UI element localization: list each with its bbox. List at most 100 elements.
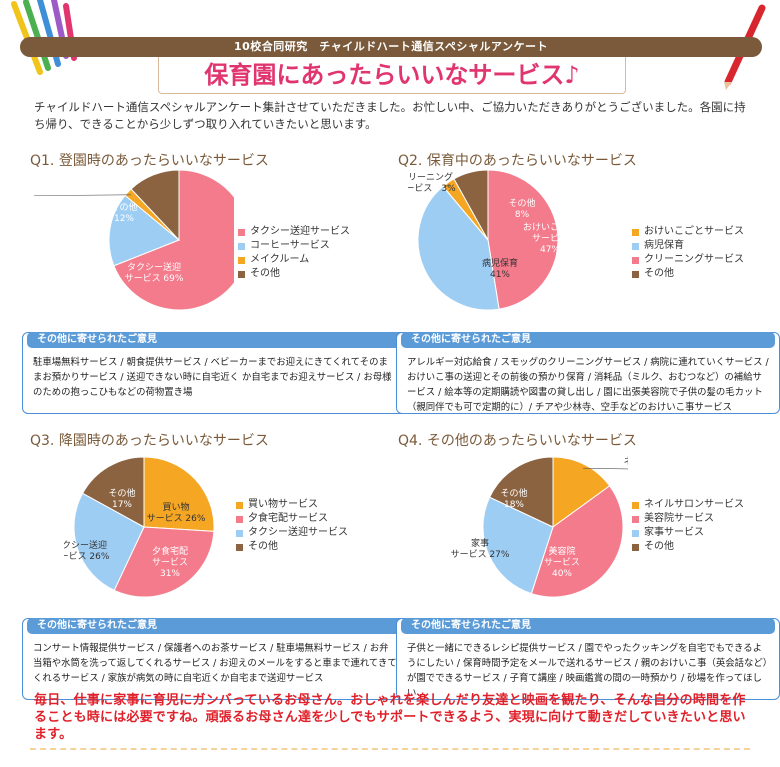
legend-item: タクシー送迎サービス bbox=[236, 526, 348, 540]
question-1-title: Q1. 登園時のあったらいいなサービス bbox=[30, 153, 269, 169]
legend-swatch bbox=[236, 529, 243, 537]
leader-line bbox=[34, 194, 131, 197]
pie-slice bbox=[552, 456, 611, 528]
pie-slice bbox=[130, 170, 180, 242]
pie-slice-label: 夕食宅配サービス 31% bbox=[152, 545, 188, 579]
page-title: 保育園にあったらいいなサービス♪ bbox=[158, 57, 626, 94]
question-2-title: Q2. 保育中のあったらいいなサービス bbox=[398, 153, 637, 169]
legend-item: その他 bbox=[632, 540, 744, 554]
legend-item: コーヒーサービス bbox=[238, 239, 350, 253]
pie-slice bbox=[482, 496, 554, 595]
legend-item: ネイルサロンサービス bbox=[632, 498, 744, 512]
legend-swatch bbox=[238, 256, 245, 264]
legend-swatch bbox=[236, 515, 243, 523]
legend-item: その他 bbox=[238, 267, 350, 281]
pie-slice-label: 病児保育 41% bbox=[482, 257, 518, 280]
legend-swatch bbox=[632, 242, 639, 250]
legend-label: その他 bbox=[644, 541, 674, 552]
pie-slice-label: クリーニングサービス 3% bbox=[408, 171, 456, 194]
chart-1-pie: タクシー送迎サービス 69%コーヒーサービス 17%メイクルーム 2%その他12… bbox=[34, 170, 234, 311]
pie-slice-label: その他 18% bbox=[500, 487, 527, 510]
legend-item: 病児保育 bbox=[632, 239, 744, 253]
pie-slice-label: おけいこごとサービス 47% bbox=[523, 221, 577, 255]
legend-swatch bbox=[632, 501, 639, 509]
q4-comments-text: 子供と一緒にできるレシピ提供サービス / 園でやったクッキングを自宅でもできるよ… bbox=[407, 643, 768, 699]
pie-slice-label: ネイルサロンサービス 15% bbox=[624, 456, 628, 467]
legend-label: タクシー送迎サービス bbox=[250, 226, 350, 237]
pie-slice bbox=[453, 170, 489, 242]
question-3-section: Q3. 降園時のあったらいいなサービス bbox=[30, 430, 370, 675]
legend-swatch bbox=[632, 529, 639, 537]
legend-swatch bbox=[632, 543, 639, 551]
chart-4-legend: ネイルサロンサービス 美容院サービス 家事サービス その他 bbox=[632, 498, 744, 554]
legend-swatch bbox=[632, 256, 639, 264]
legend-item: 美容院サービス bbox=[632, 512, 744, 526]
legend-label: ネイルサロンサービス bbox=[644, 499, 744, 510]
legend-swatch bbox=[236, 543, 243, 551]
legend-label: その他 bbox=[250, 268, 280, 279]
pie-slice bbox=[488, 456, 554, 528]
legend-swatch bbox=[238, 270, 245, 278]
pie-slice bbox=[530, 485, 624, 598]
q3-comments-box: その他に寄せられたご意見 コンサート情報提供サービス / 保護者へのお茶サービス… bbox=[22, 618, 406, 700]
legend-label: おけいこごとサービス bbox=[644, 226, 744, 237]
footer-divider bbox=[30, 748, 750, 750]
legend-item: 夕食宅配サービス bbox=[236, 512, 348, 526]
q2-comments-header: その他に寄せられたご意見 bbox=[401, 332, 775, 348]
q2-comments-text: アレルギー対応給食 / スモッグのクリーニングサービス / 病院に連れていくサー… bbox=[407, 357, 769, 413]
title-highlight: 保育園 bbox=[204, 61, 277, 89]
title-rest: にあったらいいなサービス♪ bbox=[276, 61, 580, 89]
header-banner: 10校合同研究 チャイルドハート通信スペシャルアンケート bbox=[20, 37, 762, 57]
legend-swatch bbox=[632, 270, 639, 278]
q3-comments-header: その他に寄せられたご意見 bbox=[27, 618, 401, 634]
question-4-title: Q4. その他のあったらいいなサービス bbox=[398, 433, 637, 449]
legend-label: その他 bbox=[248, 541, 278, 552]
question-2-section: Q2. 保育中のあったらいいなサービス bbox=[398, 150, 738, 395]
pie-slice-label: コーヒーサービス 17% bbox=[34, 234, 44, 256]
pie-slice bbox=[108, 194, 180, 267]
q1-comments-text: 駐車場無料サービス / 朝食提供サービス / ベビーカーまでお迎えにきてくれてそ… bbox=[33, 357, 392, 398]
legend-swatch bbox=[236, 501, 243, 509]
legend-label: 美容院サービス bbox=[644, 513, 714, 524]
legend-label: その他 bbox=[644, 268, 674, 279]
legend-item: その他 bbox=[236, 540, 348, 554]
q1-comments-box: その他に寄せられたご意見 駐車場無料サービス / 朝食提供サービス / ベビーカ… bbox=[22, 332, 406, 414]
legend-label: クリーニングサービス bbox=[644, 254, 744, 265]
legend-label: メイクルーム bbox=[250, 254, 310, 265]
legend-label: タクシー送迎サービス bbox=[248, 527, 348, 538]
pie-slice bbox=[487, 170, 559, 310]
pie-slice bbox=[113, 526, 215, 598]
question-4-section: Q4. その他のあったらいいなサービス bbox=[398, 430, 738, 675]
q2-comments-box: その他に寄せられたご意見 アレルギー対応給食 / スモッグのクリーニングサービス… bbox=[396, 332, 780, 414]
legend-item: タクシー送迎サービス bbox=[238, 225, 350, 239]
footer-message: 毎日、仕事に家事に育児にガンバっているお母さん。おしゃれを楽しんだり友達と映画を… bbox=[34, 693, 746, 742]
question-3-title: Q3. 降園時のあったらいいなサービス bbox=[30, 433, 269, 449]
pie-slice bbox=[113, 170, 234, 311]
question-1-section: Q1. 登園時のあったらいいなサービス bbox=[30, 150, 370, 395]
legend-swatch bbox=[238, 242, 245, 250]
legend-item: クリーニングサービス bbox=[632, 253, 744, 267]
q1-comments-header: その他に寄せられたご意見 bbox=[27, 332, 401, 348]
legend-label: 夕食宅配サービス bbox=[248, 513, 328, 524]
q3-comments-text: コンサート情報提供サービス / 保護者へのお茶サービス / 駐車場無料サービス … bbox=[33, 643, 397, 684]
legend-label: 病児保育 bbox=[644, 240, 684, 251]
pie-slice-label: その他 12% bbox=[110, 201, 137, 224]
leader-line bbox=[582, 467, 628, 470]
legend-label: 家事サービス bbox=[644, 527, 704, 538]
legend-swatch bbox=[632, 515, 639, 523]
legend-label: 買い物サービス bbox=[248, 499, 318, 510]
pie-slice-label: 買い物サービス 26% bbox=[147, 501, 206, 524]
legend-swatch bbox=[632, 228, 639, 236]
pie-slice-label: 家事サービス 27% bbox=[451, 537, 510, 560]
legend-swatch bbox=[238, 228, 245, 236]
chart-1-legend: タクシー送迎サービスコーヒーサービス メイクルーム その他 bbox=[238, 225, 350, 281]
pie-slice bbox=[417, 185, 500, 311]
legend-item: その他 bbox=[632, 267, 744, 281]
intro-text: チャイルドハート通信スペシャルアンケート集計させていただきました。お忙しい中、ご… bbox=[34, 100, 746, 131]
legend-item: メイクルーム bbox=[238, 253, 350, 267]
chart-3-legend: 買い物サービス 夕食宅配サービスタクシー送迎サービス その他 bbox=[236, 498, 348, 554]
legend-item: 家事サービス bbox=[632, 526, 744, 540]
